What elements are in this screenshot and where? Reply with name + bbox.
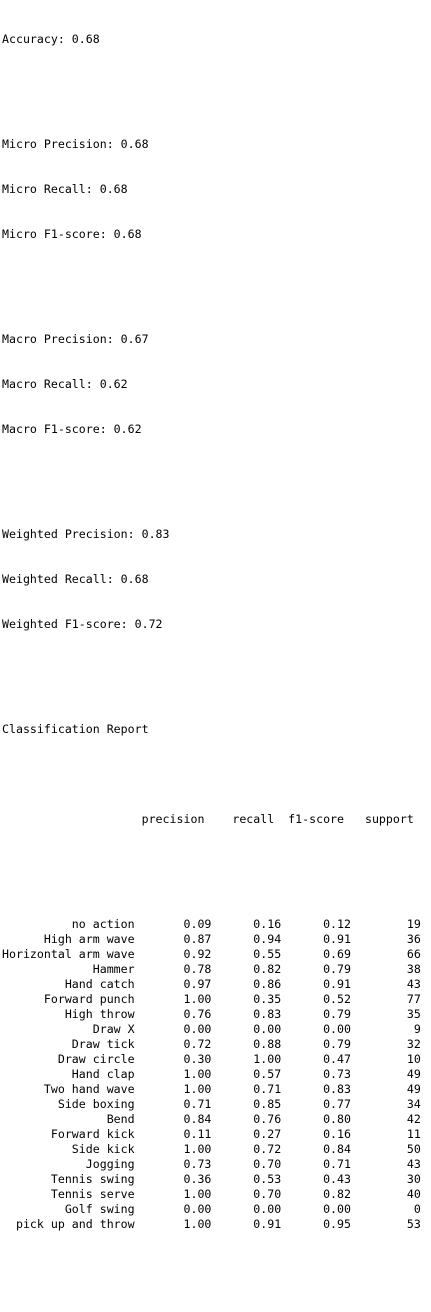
report-title: Classification Report — [2, 722, 149, 736]
blank-line — [2, 272, 421, 287]
micro-recall-line: Micro Recall: 0.68 — [2, 182, 128, 196]
report-row: Golf swing 0.00 0.00 0.00 0 — [2, 1202, 421, 1216]
report-row: High throw 0.76 0.83 0.79 35 — [2, 1007, 421, 1021]
blank-line — [2, 767, 421, 782]
report-header: precision recall f1-score support — [2, 812, 414, 826]
report-row: Forward kick 0.11 0.27 0.16 11 — [2, 1127, 421, 1141]
macro-f1-line: Macro F1-score: 0.62 — [2, 422, 142, 436]
report-row: Horizontal arm wave 0.92 0.55 0.69 66 — [2, 947, 421, 961]
report-row: Tennis serve 1.00 0.70 0.82 40 — [2, 1187, 421, 1201]
report-row: Draw tick 0.72 0.88 0.79 32 — [2, 1037, 421, 1051]
report-row: Tennis swing 0.36 0.53 0.43 30 — [2, 1172, 421, 1186]
report-row: Bend 0.84 0.76 0.80 42 — [2, 1112, 421, 1126]
micro-precision-line: Micro Precision: 0.68 — [2, 137, 149, 151]
blank-line — [2, 857, 421, 872]
report-row: Hand clap 1.00 0.57 0.73 49 — [2, 1067, 421, 1081]
macro-recall-line: Macro Recall: 0.62 — [2, 377, 128, 391]
report-row: Hand catch 0.97 0.86 0.91 43 — [2, 977, 421, 991]
weighted-precision-line: Weighted Precision: 0.83 — [2, 527, 170, 541]
report-row: pick up and throw 1.00 0.91 0.95 53 — [2, 1217, 421, 1231]
weighted-f1-line: Weighted F1-score: 0.72 — [2, 617, 163, 631]
report-row: Draw circle 0.30 1.00 0.47 10 — [2, 1052, 421, 1066]
report-row: Side kick 1.00 0.72 0.84 50 — [2, 1142, 421, 1156]
report-rows: no action 0.09 0.16 0.12 19 High arm wav… — [2, 917, 421, 1232]
blank-line — [2, 77, 421, 92]
report-row: Draw X 0.00 0.00 0.00 9 — [2, 1022, 421, 1036]
micro-f1-line: Micro F1-score: 0.68 — [2, 227, 142, 241]
report-row: Two hand wave 1.00 0.71 0.83 49 — [2, 1082, 421, 1096]
blank-line — [2, 1277, 421, 1292]
macro-precision-line: Macro Precision: 0.67 — [2, 332, 149, 346]
report-row: no action 0.09 0.16 0.12 19 — [2, 917, 421, 931]
accuracy-line: Accuracy: 0.68 — [2, 32, 100, 46]
report-row: Side boxing 0.71 0.85 0.77 34 — [2, 1097, 421, 1111]
blank-line — [2, 467, 421, 482]
report-row: Jogging 0.73 0.70 0.71 43 — [2, 1157, 421, 1171]
weighted-recall-line: Weighted Recall: 0.68 — [2, 572, 149, 586]
report-row: Hammer 0.78 0.82 0.79 38 — [2, 962, 421, 976]
report-row: Forward punch 1.00 0.35 0.52 77 — [2, 992, 421, 1006]
blank-line — [2, 662, 421, 677]
report-row: High arm wave 0.87 0.94 0.91 36 — [2, 932, 421, 946]
output-console: Accuracy: 0.68 Micro Precision: 0.68 Mic… — [2, 2, 421, 1312]
